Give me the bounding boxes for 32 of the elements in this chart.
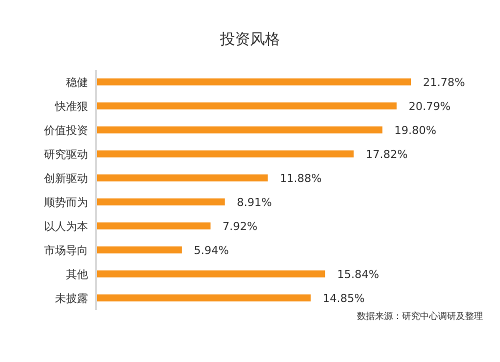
y-tick-label: 市场导向	[44, 244, 88, 257]
y-tick-label: 顺势而为	[44, 196, 88, 209]
bar	[96, 174, 268, 182]
y-tick-label: 未披露	[55, 292, 88, 305]
bar	[96, 102, 397, 110]
data-label: 20.79%	[408, 100, 451, 113]
y-tick-label: 稳健	[66, 76, 88, 89]
data-label: 17.82%	[366, 148, 408, 161]
bar	[96, 198, 225, 206]
data-label: 19.80%	[394, 124, 436, 137]
y-tick-label: 创新驱动	[44, 172, 88, 185]
data-label: 15.84%	[337, 268, 380, 281]
data-label: 5.94%	[194, 244, 229, 257]
chart-title: 投资风格	[219, 30, 281, 49]
data-label: 14.85%	[322, 292, 365, 305]
bar	[96, 78, 411, 86]
bar	[96, 126, 382, 134]
bar	[96, 270, 326, 278]
y-tick-label: 其他	[66, 268, 88, 281]
bar	[96, 246, 182, 254]
bar	[96, 222, 211, 230]
bar	[96, 150, 354, 158]
data-label: 7.92%	[222, 220, 258, 233]
data-label: 8.91%	[236, 196, 272, 209]
bar	[96, 294, 311, 302]
y-tick-label: 以人为本	[44, 220, 88, 233]
source-note: 数据来源：研究中心调研及整理	[357, 310, 483, 323]
data-label: 21.78%	[423, 76, 465, 89]
y-tick-label: 快准狠	[54, 100, 88, 113]
y-tick-label: 研究驱动	[44, 148, 88, 161]
y-tick-label: 价值投资	[43, 124, 88, 137]
data-label: 11.88%	[280, 172, 322, 185]
